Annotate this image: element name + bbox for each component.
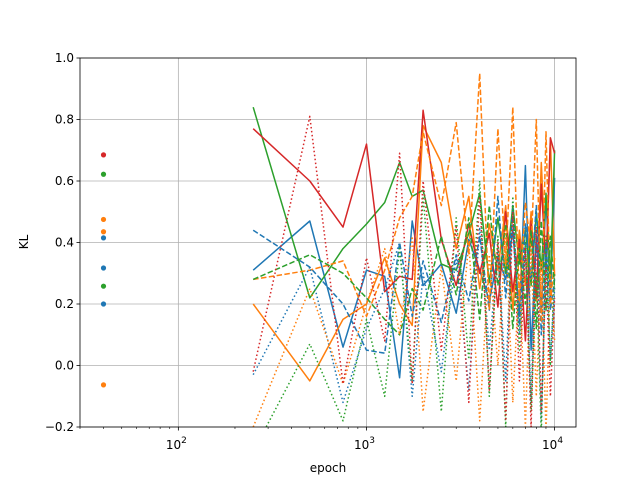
series-line-red-solid	[252, 109, 556, 342]
points-layer	[100, 152, 107, 388]
series-layer	[252, 72, 556, 427]
y-tick-label: −0.2	[45, 420, 74, 434]
data-point-orange	[100, 216, 107, 223]
data-point-blue	[100, 301, 107, 307]
x-axis-label: epoch	[310, 461, 347, 475]
y-tick-label: 0.8	[55, 113, 74, 127]
x-tick-label: 104	[542, 436, 563, 452]
series-line-blue-dashed	[252, 195, 556, 354]
axis-ticks: −0.2 0.0 0.2 0.4 0.6 0.8 1.0 102 103 104	[45, 51, 563, 452]
data-point-orange	[100, 229, 107, 235]
y-axis-label: KL	[17, 234, 31, 249]
data-point-green	[100, 283, 107, 289]
series-line-green-dotted	[265, 180, 556, 427]
y-tick-label: 1.0	[55, 51, 74, 65]
x-tick-label: 103	[354, 436, 375, 452]
y-tick-label: 0.0	[55, 359, 74, 373]
y-tick-label: 0.4	[55, 236, 74, 250]
x-tick-label: 102	[166, 436, 187, 452]
data-point-blue	[100, 235, 107, 241]
data-point-orange	[100, 382, 107, 388]
data-point-blue	[100, 265, 107, 271]
series-line-orange-dashed	[253, 72, 556, 324]
data-point-green	[100, 171, 107, 177]
y-tick-label: 0.2	[55, 297, 74, 311]
data-point-red	[100, 152, 107, 158]
y-tick-label: 0.6	[55, 174, 74, 188]
